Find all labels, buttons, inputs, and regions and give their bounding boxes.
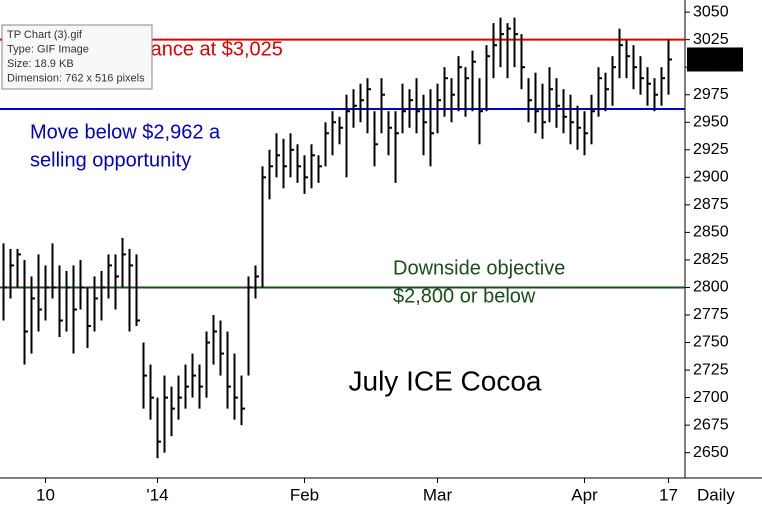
y-tick-label: 3025 xyxy=(693,31,729,48)
annotation: selling opportunity xyxy=(30,149,191,171)
last-price-box xyxy=(687,47,743,72)
y-tick-label: 2725 xyxy=(693,361,729,378)
y-tick-label: 2950 xyxy=(693,113,729,130)
tooltip-line: TP Chart (3).gif xyxy=(7,29,83,41)
chart-title: July ICE Cocoa xyxy=(349,365,542,396)
x-tick-label: 17 xyxy=(659,485,678,504)
tooltip-line: Size: 18.9 KB xyxy=(7,58,74,70)
annotation: Downside objective xyxy=(393,257,565,279)
y-tick-label: 2975 xyxy=(693,86,729,103)
tooltip-line: Dimension: 762 x 516 pixels xyxy=(7,72,145,84)
y-tick-label: 2875 xyxy=(693,196,729,213)
y-tick-label: 2650 xyxy=(693,444,729,461)
tooltip-box xyxy=(1,24,153,90)
tooltip: TP Chart (3).gif Type: GIF Image Size: 18.… xyxy=(1,24,153,90)
y-tick-label: 2900 xyxy=(693,169,729,186)
y-tick-label: 2775 xyxy=(693,306,729,323)
annotation: Move below $2,962 a xyxy=(30,121,221,143)
y-tick-label: 2800 xyxy=(693,279,729,296)
y-tick-label: 2700 xyxy=(693,389,729,406)
y-tick-label: 2850 xyxy=(693,224,729,241)
y-tick-label: 2825 xyxy=(693,251,729,268)
tooltip-line: Type: GIF Image xyxy=(7,43,89,55)
last-price-label: 3007 xyxy=(695,48,735,68)
x-tick-label: Apr xyxy=(571,485,598,504)
x-axis-label: Daily xyxy=(697,485,735,504)
x-tick-label: 10 xyxy=(36,485,55,504)
annotation: $2,800 or below xyxy=(393,285,536,307)
x-tick-label: Mar xyxy=(423,485,453,504)
y-tick-label: 2925 xyxy=(693,141,729,158)
y-tick-label: 3050 xyxy=(693,3,729,20)
y-tick-label: 2675 xyxy=(693,416,729,433)
x-tick-label: Feb xyxy=(290,485,319,504)
y-tick-label: 2750 xyxy=(693,334,729,351)
x-tick-label: '14 xyxy=(146,485,168,504)
